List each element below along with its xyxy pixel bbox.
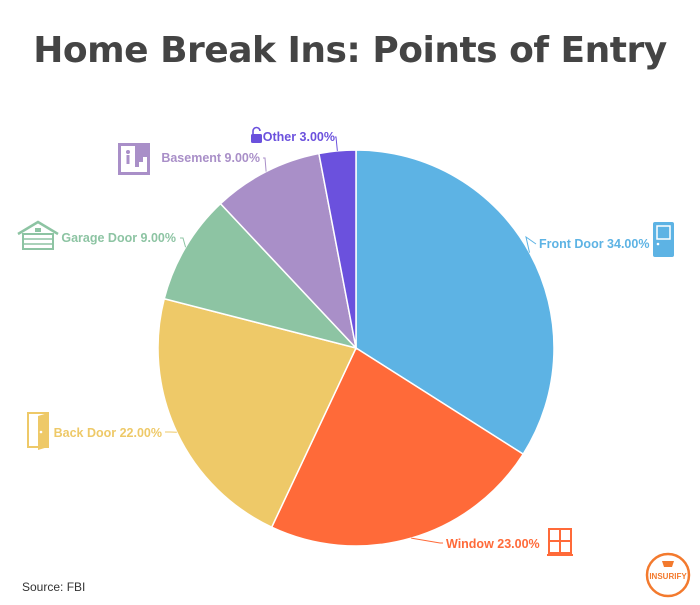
leader-lines [165,136,537,544]
leader-line-front-door [525,235,537,253]
slice-label-garage-door: Garage Door 9.00% [61,231,176,245]
slice-label-front-door: Front Door 34.00% [539,237,649,251]
window-icon [547,528,573,556]
back-door-icon [27,412,49,450]
slice-label-basement: Basement 9.00% [161,151,260,165]
leader-line-basement [263,157,267,172]
pie-slices [157,149,555,547]
lock-icon [251,126,262,143]
leader-line-other [335,136,338,151]
leader-line-window [411,537,443,544]
slice-label-other: Other 3.00% [263,130,335,144]
slice-label-back-door: Back Door 22.00% [54,426,162,440]
pie-slice-back-door [157,297,358,529]
brand-wordmark: INSURIFY [649,572,687,581]
insurify-logo: INSURIFY [645,552,691,598]
pie-slice-front-door [355,149,555,456]
slice-labels: Front Door 34.00% Window 23.00% Back Door … [54,130,650,551]
source-note: Source: FBI [22,580,86,594]
garage-icon [17,220,59,250]
slice-label-window: Window 23.00% [446,537,540,551]
pie-slice-window [270,346,525,547]
door-icon [653,222,674,257]
slice-icons [17,126,674,556]
chart-title: Home Break Ins: Points of Entry [33,30,667,71]
basement-icon [118,143,150,175]
leader-line-garage-door [180,237,187,248]
